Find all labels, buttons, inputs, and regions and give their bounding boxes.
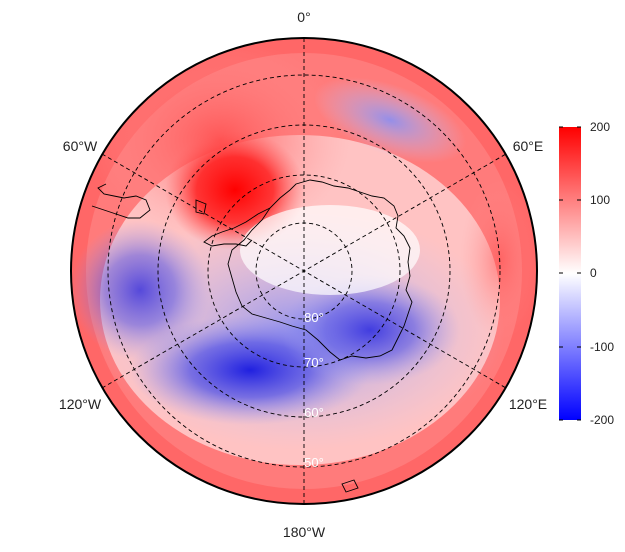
south-america-coastline (91, 183, 151, 219)
lon-label-60w: 60°W (63, 138, 98, 154)
lon-label-120e: 120°E (509, 396, 547, 412)
lon-label-180w: 180°W (283, 524, 326, 540)
coastlines (91, 179, 413, 493)
peninsula-coastline (203, 207, 271, 247)
map-border (70, 37, 538, 505)
colorbar-label-neg200: -200 (590, 413, 614, 427)
lon-label-120w: 120°W (59, 396, 102, 412)
antarctica-coastline (227, 179, 413, 361)
field-layer (71, 38, 537, 504)
lat-circle-50 (107, 74, 501, 468)
lon-label-60e: 60°E (513, 138, 544, 154)
lat-label-60: 60° (304, 405, 324, 420)
lat-label-70: 70° (304, 355, 324, 370)
colorbar-ticks (559, 126, 581, 421)
island-coastline-2 (341, 479, 359, 493)
meridian-120w-60e (101, 153, 507, 389)
lat-label-50: 50° (304, 455, 324, 470)
lat-label-80: 80° (304, 310, 324, 325)
island-coastline (195, 199, 207, 215)
colorbar-label-0: 0 (590, 266, 597, 280)
colorbar-gradient (559, 127, 581, 420)
colorbar-label-neg100: -100 (590, 340, 614, 354)
lon-label-0: 0° (297, 9, 310, 25)
colorbar: 200 100 0 -100 -200 (559, 120, 614, 427)
colorbar-label-200: 200 (590, 120, 610, 134)
colorbar-label-100: 100 (590, 193, 610, 207)
graticule (101, 38, 507, 504)
